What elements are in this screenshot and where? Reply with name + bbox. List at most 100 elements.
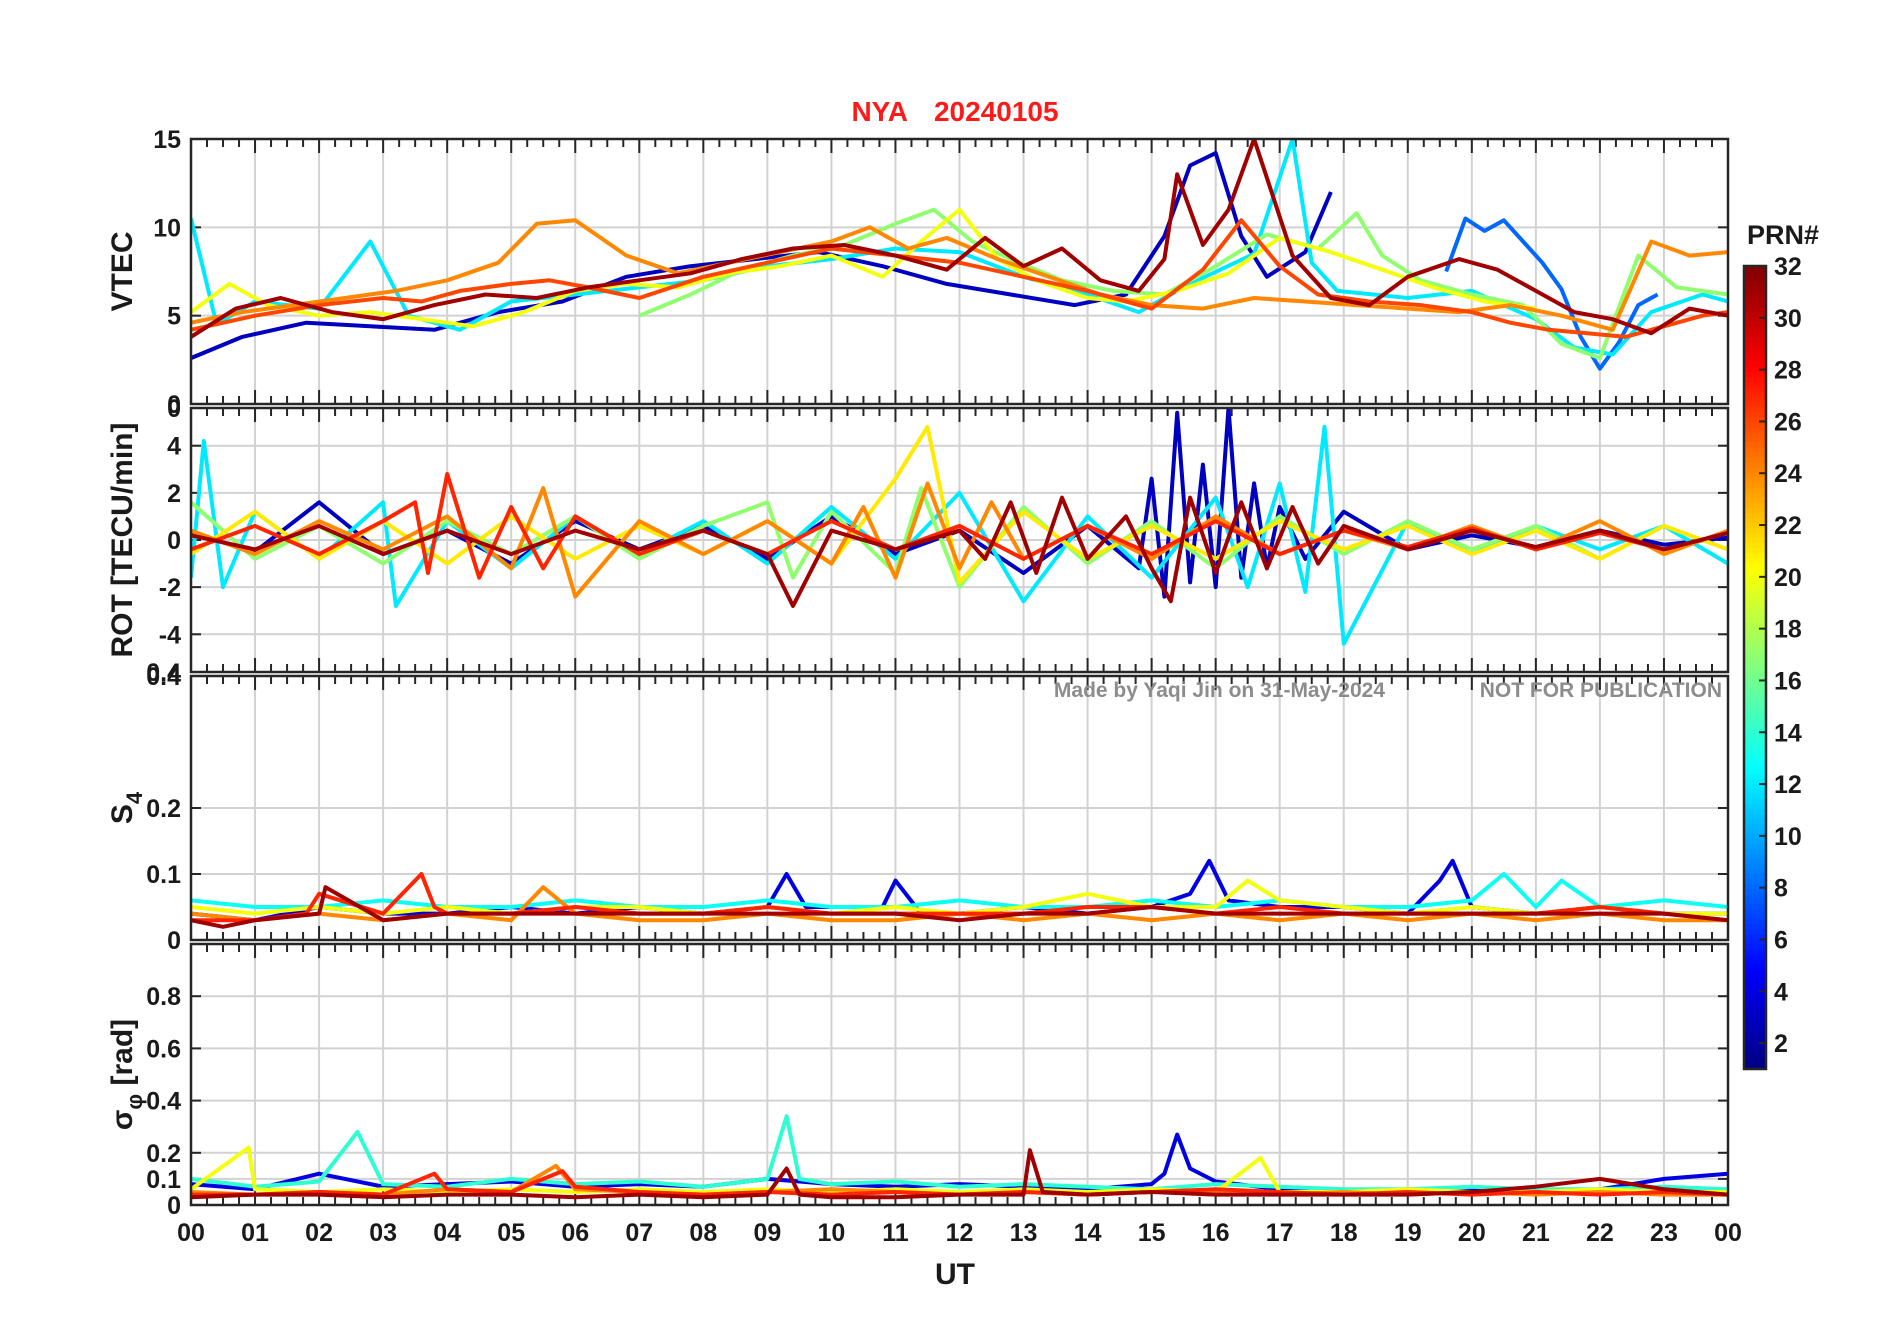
colorbar-segment	[1744, 908, 1766, 915]
colorbar-segment	[1744, 547, 1766, 553]
colorbar-segment	[1744, 632, 1766, 639]
colorbar-segment	[1744, 326, 1766, 333]
colorbar-segment	[1744, 537, 1766, 543]
series-line-prn-24	[191, 218, 1728, 332]
series-line-prn-21	[191, 424, 1728, 585]
colorbar-tick-label: 30	[1774, 305, 1802, 333]
colorbar-segment	[1744, 968, 1766, 975]
colorbar-segment	[1744, 1008, 1766, 1015]
colorbar-segment	[1744, 526, 1766, 533]
colorbar-segment	[1744, 923, 1766, 930]
series-line-prn-31	[191, 139, 1728, 339]
colorbar-segment	[1744, 331, 1766, 338]
colorbar-segment	[1744, 833, 1766, 839]
y-tick-label: 0	[167, 395, 181, 423]
y-tick-label: -2	[159, 574, 181, 602]
colorbar-segment	[1744, 266, 1766, 272]
x-tick-label: 11	[882, 1219, 909, 1247]
series-group	[191, 139, 1728, 371]
colorbar-segment	[1744, 1033, 1766, 1040]
colorbar-segment	[1744, 346, 1766, 353]
colorbar-tick-label: 14	[1774, 719, 1802, 747]
y-tick-label: 0	[167, 391, 181, 419]
colorbar-segment	[1744, 918, 1766, 925]
colorbar-segment	[1744, 948, 1766, 955]
series-line-prn-26	[191, 218, 1728, 339]
series-line-prn-27	[191, 472, 1728, 580]
colorbar-segment	[1744, 531, 1766, 538]
colorbar-segment	[1744, 762, 1766, 769]
y-tick-label: 0.2	[146, 795, 181, 823]
colorbar-segment	[1744, 702, 1766, 709]
colorbar-segment	[1744, 777, 1766, 784]
series-group	[191, 408, 1728, 646]
colorbar-segment	[1744, 471, 1766, 478]
colorbar-segment	[1744, 416, 1766, 423]
x-tick-label: 18	[1330, 1219, 1358, 1247]
colorbar-tick-label: 12	[1774, 771, 1802, 799]
colorbar-segment	[1744, 767, 1766, 774]
chart-title: NYA 20240105	[851, 96, 1058, 127]
y-tick-label: 0.8	[146, 983, 181, 1011]
colorbar-segment	[1744, 893, 1766, 900]
y-tick-label: 0.4	[146, 663, 181, 691]
y-tick-label: 0.1	[146, 861, 181, 889]
series-line-prn-20	[191, 878, 1728, 916]
colorbar-segment	[1744, 712, 1766, 719]
x-tick-label: 14	[1074, 1219, 1102, 1247]
colorbar-segment	[1744, 707, 1766, 714]
x-tick-label: 00	[177, 1219, 205, 1247]
colorbar-segment	[1744, 622, 1766, 629]
colorbar-segment	[1744, 391, 1766, 398]
axes-frame	[189, 406, 1730, 674]
colorbar-segment	[1744, 732, 1766, 739]
x-tick-label: 00	[1714, 1219, 1742, 1247]
colorbar-segment	[1744, 411, 1766, 418]
x-axis: 00 01 02 03 04 05 06 07 08 09 10 11 12 13 14 15 16 17 18 19…	[177, 1219, 1742, 1247]
x-tick-label: 17	[1266, 1219, 1294, 1247]
colorbar-segment	[1744, 577, 1766, 583]
axes-frame	[189, 137, 1730, 406]
colorbar-tick-label: 22	[1774, 512, 1802, 540]
colorbar-segment	[1744, 757, 1766, 764]
colorbar-segment	[1744, 431, 1766, 438]
colorbar-segment	[1744, 306, 1766, 312]
colorbar-tick-label: 16	[1774, 667, 1802, 695]
colorbar-segment	[1744, 808, 1766, 814]
colorbar-segment	[1744, 752, 1766, 759]
colorbar-segment	[1744, 722, 1766, 729]
series-line-prn-31	[191, 885, 1728, 929]
colorbar-segment	[1744, 823, 1766, 829]
y-tick-label: 15	[153, 126, 181, 154]
colorbar-segment	[1744, 516, 1766, 523]
colorbar-segment	[1744, 281, 1766, 287]
colorbar-segment	[1744, 476, 1766, 483]
x-tick-label: 07	[625, 1219, 653, 1247]
colorbar-segment	[1744, 848, 1766, 854]
colorbar-segment	[1744, 868, 1766, 875]
colorbar-segment	[1744, 361, 1766, 368]
colorbar-segment	[1744, 602, 1766, 609]
colorbar-segment	[1744, 873, 1766, 880]
x-tick-label: 15	[1138, 1219, 1166, 1247]
colorbar-tick-label: 18	[1774, 616, 1802, 644]
colorbar-segment	[1744, 296, 1766, 302]
colorbar-tick-label: 26	[1774, 408, 1802, 436]
colorbar-tick-label: 4	[1774, 978, 1788, 1006]
colorbar-segment	[1744, 682, 1766, 689]
colorbar-segment	[1744, 1003, 1766, 1010]
x-tick-label: 05	[497, 1219, 525, 1247]
colorbar-segment	[1744, 963, 1766, 970]
x-tick-label: 19	[1394, 1219, 1422, 1247]
x-tick-label: 20	[1458, 1219, 1486, 1247]
colorbar-segment	[1744, 436, 1766, 443]
colorbar-segment	[1744, 562, 1766, 568]
colorbar-segment	[1744, 1063, 1766, 1070]
colorbar-segment	[1744, 828, 1766, 834]
y-tick-label: 5	[167, 303, 181, 331]
colorbar-segment	[1744, 973, 1766, 980]
y-tick-label: 0.1	[146, 1166, 181, 1194]
colorbar-tick-label: 2	[1774, 1030, 1788, 1058]
colorbar-segment	[1744, 1053, 1766, 1060]
x-tick-label: 10	[818, 1219, 846, 1247]
